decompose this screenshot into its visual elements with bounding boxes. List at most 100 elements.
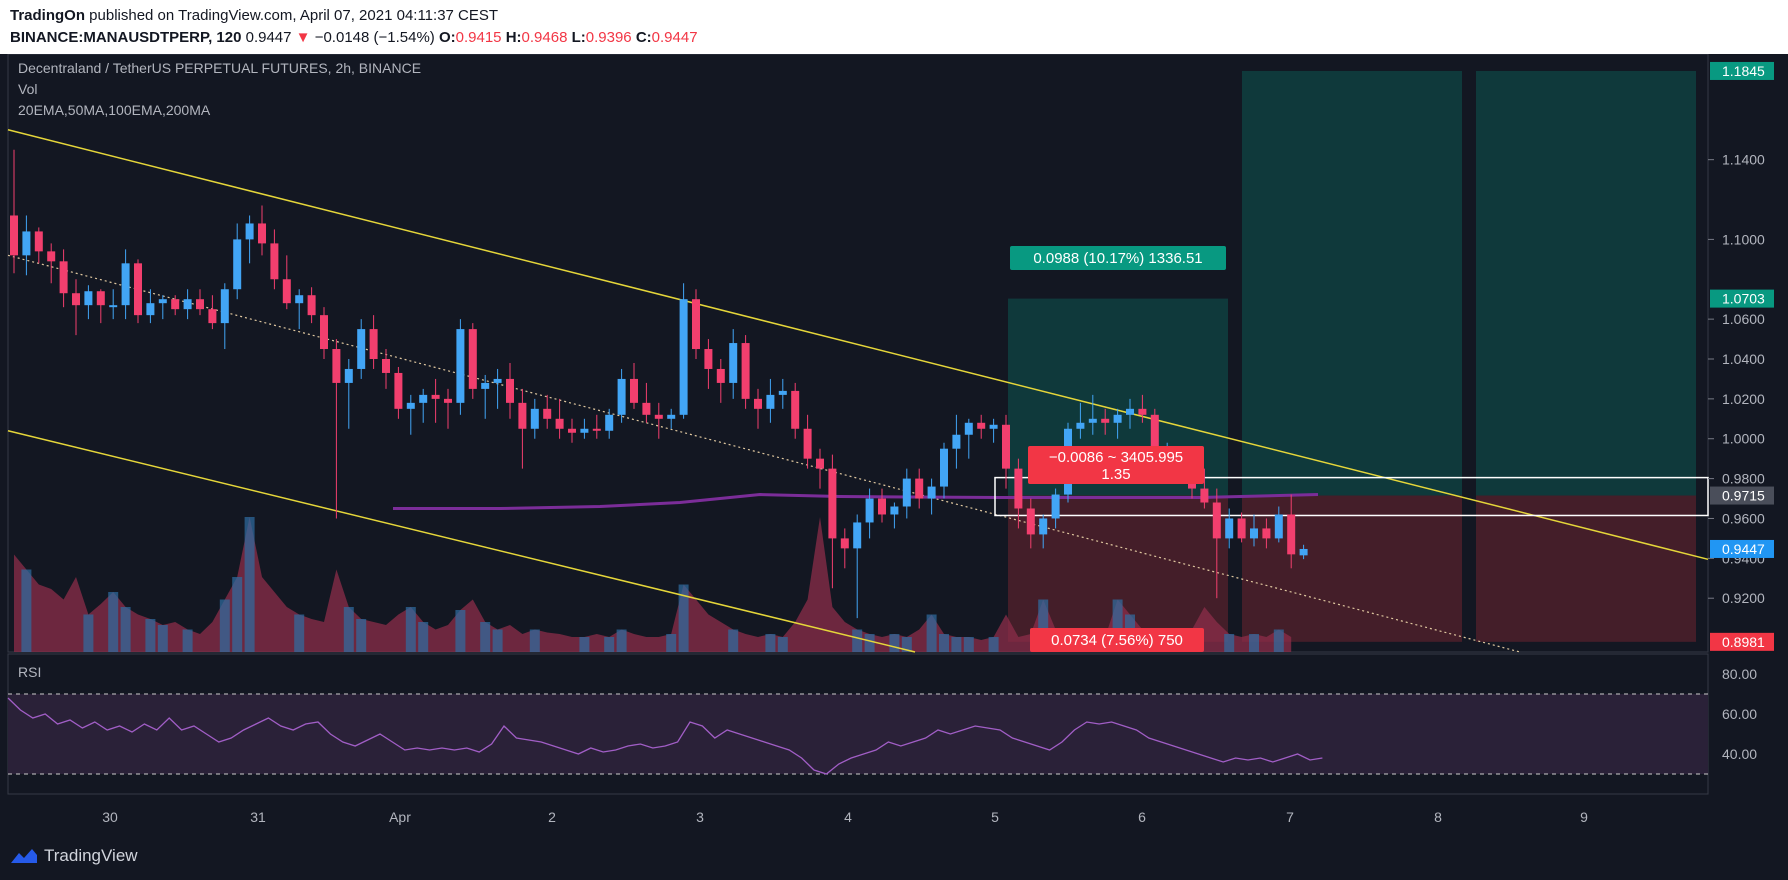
candle-body bbox=[431, 394, 440, 399]
candle-body bbox=[34, 231, 43, 252]
candle-body bbox=[1287, 514, 1296, 555]
candle-body bbox=[555, 418, 564, 429]
time-tick-label: 3 bbox=[696, 809, 704, 825]
candle-body bbox=[22, 231, 31, 256]
candle-body bbox=[419, 394, 428, 403]
position-zones[interactable] bbox=[1008, 70, 1696, 642]
candle-body bbox=[171, 299, 180, 310]
candle-body bbox=[506, 378, 514, 403]
price-axis[interactable]: 1.1400 1.1000 1.0600 1.0400 1.0200 1.0000 0.98… bbox=[1708, 54, 1788, 794]
candle-body bbox=[692, 299, 700, 350]
publish-line: TradingOn published on TradingView.com, … bbox=[10, 7, 498, 24]
candle-body bbox=[915, 478, 924, 499]
candle-body bbox=[853, 522, 862, 549]
open-value: 0.9415 bbox=[455, 29, 502, 46]
candle-body bbox=[964, 422, 973, 435]
candle-body bbox=[394, 372, 403, 409]
candle-body bbox=[568, 428, 576, 433]
candle-body bbox=[543, 408, 552, 419]
candle-body bbox=[989, 424, 998, 429]
volume-bar bbox=[777, 637, 788, 652]
candle-body bbox=[208, 309, 217, 324]
close-label: C: bbox=[635, 29, 652, 46]
volume-bar bbox=[579, 637, 590, 652]
candle-body bbox=[481, 382, 490, 389]
time-tick-label: 31 bbox=[250, 809, 266, 825]
target-label-box bbox=[1010, 246, 1226, 270]
candle-body bbox=[766, 394, 775, 409]
time-axis[interactable]: 30 31 Apr 2 3 4 5 6 7 8 9 bbox=[102, 809, 1588, 825]
low-value: 0.9396 bbox=[585, 29, 632, 46]
candle-body bbox=[10, 215, 18, 256]
candle-body bbox=[382, 359, 390, 373]
candle-body bbox=[667, 414, 676, 419]
candle-body bbox=[468, 329, 477, 389]
candle-body bbox=[592, 428, 601, 431]
candle-body bbox=[344, 368, 353, 383]
volume-bar bbox=[343, 607, 354, 652]
candle-body bbox=[1150, 414, 1159, 469]
candle-body bbox=[1088, 418, 1097, 423]
candle-body bbox=[307, 295, 316, 316]
channel-mid-line[interactable] bbox=[7, 254, 1521, 653]
candle-body bbox=[121, 263, 130, 306]
channel-upper-line[interactable] bbox=[7, 129, 1709, 561]
candle-body bbox=[146, 303, 155, 316]
target-zone-2[interactable] bbox=[1242, 70, 1462, 496]
chart-canvas[interactable]: 1.1400 1.1000 1.0600 1.0400 1.0200 1.0000 0.98… bbox=[0, 54, 1788, 836]
candle-body bbox=[518, 402, 527, 429]
candle-body bbox=[1138, 408, 1147, 415]
candle-body bbox=[878, 498, 886, 515]
rsi-tick-label: 40.00 bbox=[1722, 746, 1757, 762]
volume-bar bbox=[83, 614, 94, 652]
footer: TradingView bbox=[0, 836, 1788, 880]
candle-body bbox=[865, 498, 874, 523]
annotation-labels: 0.0988 (10.17%) 1336.51 0.0734 (7.56%) 75… bbox=[1010, 246, 1226, 652]
price-tick-label: 1.0000 bbox=[1722, 431, 1765, 447]
volume-bar bbox=[988, 637, 999, 652]
candle-body bbox=[1237, 518, 1246, 539]
time-tick-label: 6 bbox=[1138, 809, 1146, 825]
candle-body bbox=[580, 428, 589, 433]
target-zone-3[interactable] bbox=[1476, 70, 1696, 496]
candle-body bbox=[1250, 528, 1258, 539]
chart-legend-title: Decentraland / TetherUS PERPETUAL FUTURE… bbox=[18, 60, 421, 76]
volume-bar bbox=[356, 619, 367, 652]
price-tick-label: 1.0600 bbox=[1722, 311, 1765, 327]
volume-bar bbox=[418, 622, 429, 652]
candle-body bbox=[617, 378, 626, 415]
volume-bar bbox=[901, 637, 912, 652]
candle-body bbox=[196, 299, 204, 310]
last-price: 0.9447 bbox=[245, 29, 292, 46]
trend-lines[interactable] bbox=[7, 129, 1709, 653]
open-label: O: bbox=[438, 29, 456, 46]
candle-body bbox=[1262, 528, 1271, 539]
tradingview-brand[interactable]: TradingView bbox=[10, 846, 138, 866]
candle-body bbox=[530, 408, 539, 429]
candle-body bbox=[295, 295, 304, 304]
candle-body bbox=[332, 349, 341, 383]
candle-body bbox=[704, 349, 713, 369]
candle-body bbox=[369, 329, 378, 359]
volume-bar bbox=[232, 577, 243, 652]
candlesticks bbox=[10, 149, 1308, 619]
ma-200-line[interactable] bbox=[393, 493, 1319, 510]
time-tick-label: 2 bbox=[548, 809, 556, 825]
range-box[interactable] bbox=[994, 476, 1709, 517]
time-tick-label: Apr bbox=[389, 809, 411, 825]
chart-header: TradingOn published on TradingView.com, … bbox=[0, 0, 1788, 54]
volume-bar bbox=[889, 634, 900, 652]
volume-bar bbox=[492, 629, 503, 652]
measure-label-box bbox=[1028, 446, 1204, 484]
stop-zone-3[interactable] bbox=[1476, 495, 1696, 642]
price-badge bbox=[1710, 632, 1774, 651]
channel-lower-line[interactable] bbox=[7, 430, 916, 653]
candle-body bbox=[1002, 424, 1010, 469]
volume-bar bbox=[145, 619, 156, 652]
publisher-name[interactable]: TradingOn bbox=[10, 7, 85, 24]
volume-bar bbox=[616, 629, 627, 652]
price-badge bbox=[1710, 61, 1774, 80]
candle-body bbox=[754, 398, 762, 409]
candle-body bbox=[803, 428, 812, 459]
volume-bar bbox=[244, 517, 255, 652]
